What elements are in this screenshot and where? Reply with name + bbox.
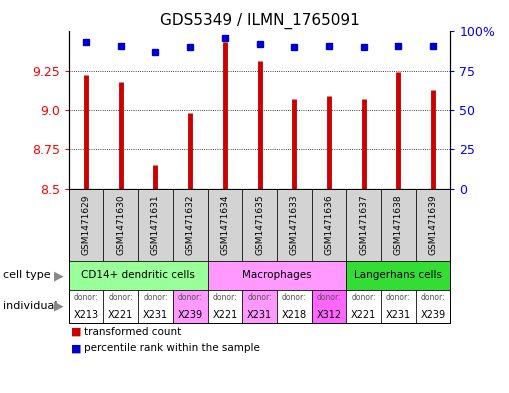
Text: GSM1471631: GSM1471631 xyxy=(151,195,160,255)
Text: GSM1471634: GSM1471634 xyxy=(220,195,230,255)
Text: X231: X231 xyxy=(247,310,272,320)
Text: Langerhans cells: Langerhans cells xyxy=(354,270,442,281)
Text: GSM1471637: GSM1471637 xyxy=(359,195,368,255)
Text: individual: individual xyxy=(3,301,57,311)
Text: GSM1471630: GSM1471630 xyxy=(116,195,125,255)
Text: ■: ■ xyxy=(71,343,86,353)
Text: GSM1471639: GSM1471639 xyxy=(429,195,438,255)
Text: cell type: cell type xyxy=(3,270,50,281)
Text: transformed count: transformed count xyxy=(84,327,181,337)
Text: ■: ■ xyxy=(71,327,86,337)
Text: donor:: donor: xyxy=(213,293,237,302)
Text: Macrophages: Macrophages xyxy=(242,270,312,281)
Text: X221: X221 xyxy=(108,310,133,320)
Text: X218: X218 xyxy=(282,310,307,320)
Text: X213: X213 xyxy=(73,310,99,320)
Text: donor:: donor: xyxy=(386,293,411,302)
Text: X312: X312 xyxy=(317,310,342,320)
Title: GDS5349 / ILMN_1765091: GDS5349 / ILMN_1765091 xyxy=(160,13,359,29)
Text: donor:: donor: xyxy=(247,293,272,302)
Text: GSM1471638: GSM1471638 xyxy=(394,195,403,255)
Text: X239: X239 xyxy=(178,310,203,320)
Text: GSM1471633: GSM1471633 xyxy=(290,195,299,255)
Text: X231: X231 xyxy=(386,310,411,320)
Text: X239: X239 xyxy=(420,310,446,320)
Text: donor:: donor: xyxy=(421,293,445,302)
Text: CD14+ dendritic cells: CD14+ dendritic cells xyxy=(81,270,195,281)
Text: GSM1471636: GSM1471636 xyxy=(325,195,333,255)
Text: GSM1471635: GSM1471635 xyxy=(255,195,264,255)
Text: ▶: ▶ xyxy=(54,300,64,313)
Text: donor:: donor: xyxy=(351,293,376,302)
Text: X231: X231 xyxy=(143,310,168,320)
Text: donor:: donor: xyxy=(317,293,342,302)
Text: X221: X221 xyxy=(212,310,238,320)
Text: percentile rank within the sample: percentile rank within the sample xyxy=(84,343,260,353)
Text: donor:: donor: xyxy=(282,293,306,302)
Text: donor:: donor: xyxy=(178,293,203,302)
Text: GSM1471632: GSM1471632 xyxy=(186,195,194,255)
Text: donor:: donor: xyxy=(143,293,168,302)
Text: donor:: donor: xyxy=(108,293,133,302)
Text: GSM1471629: GSM1471629 xyxy=(81,195,91,255)
Text: donor:: donor: xyxy=(74,293,98,302)
Text: X221: X221 xyxy=(351,310,376,320)
Text: ▶: ▶ xyxy=(54,269,64,282)
